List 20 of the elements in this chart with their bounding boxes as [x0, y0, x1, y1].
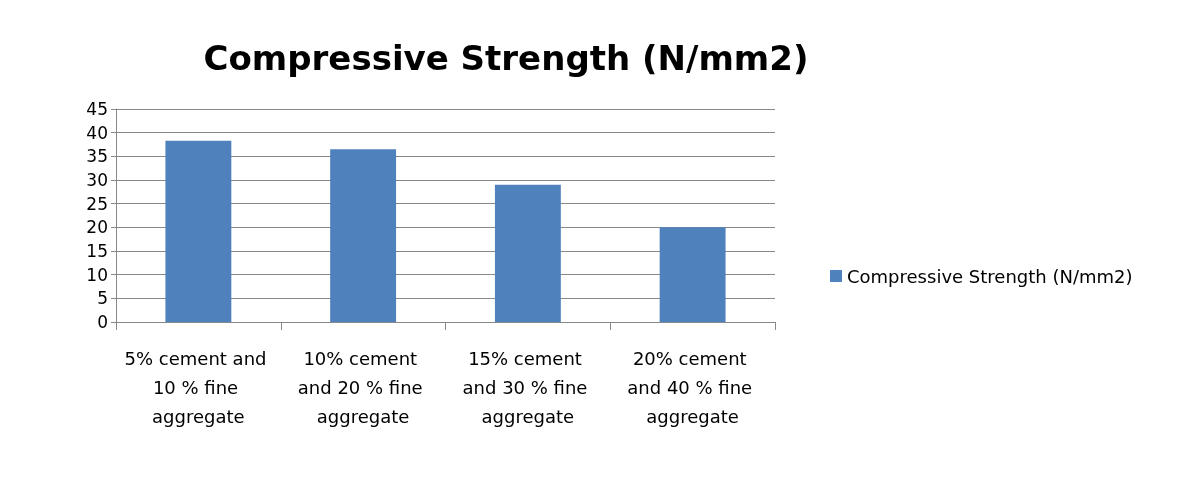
y-tick-label: 20 — [86, 217, 108, 238]
legend-label: Compressive Strength (N/mm2) — [847, 265, 1133, 287]
y-tick-label: 40 — [86, 122, 108, 143]
bar — [494, 184, 561, 322]
x-tick-label: 5% cement and 10 % fine aggregate — [124, 348, 273, 427]
y-tick-label: 10 — [86, 264, 108, 285]
y-tick-label: 35 — [86, 146, 108, 167]
y-tick-label: 30 — [86, 170, 108, 190]
chart-title: Compressive Strength (N/mm2) — [203, 38, 809, 78]
y-tick-label: 5 — [97, 288, 108, 309]
bar — [330, 149, 397, 322]
bar — [659, 227, 726, 322]
x-tick-label: 10% cement and 20 % fine aggregate — [297, 348, 429, 427]
y-tick-label: 25 — [86, 193, 108, 214]
bar — [165, 140, 232, 322]
x-tick-label: 20% cement and 40 % fine aggregate — [627, 348, 758, 427]
x-tick-label: 15% cement and 30 % fine aggregate — [462, 348, 594, 427]
y-tick-label: 15 — [86, 241, 108, 261]
y-tick-label: 0 — [97, 312, 108, 332]
y-tick-label: 45 — [86, 99, 108, 119]
